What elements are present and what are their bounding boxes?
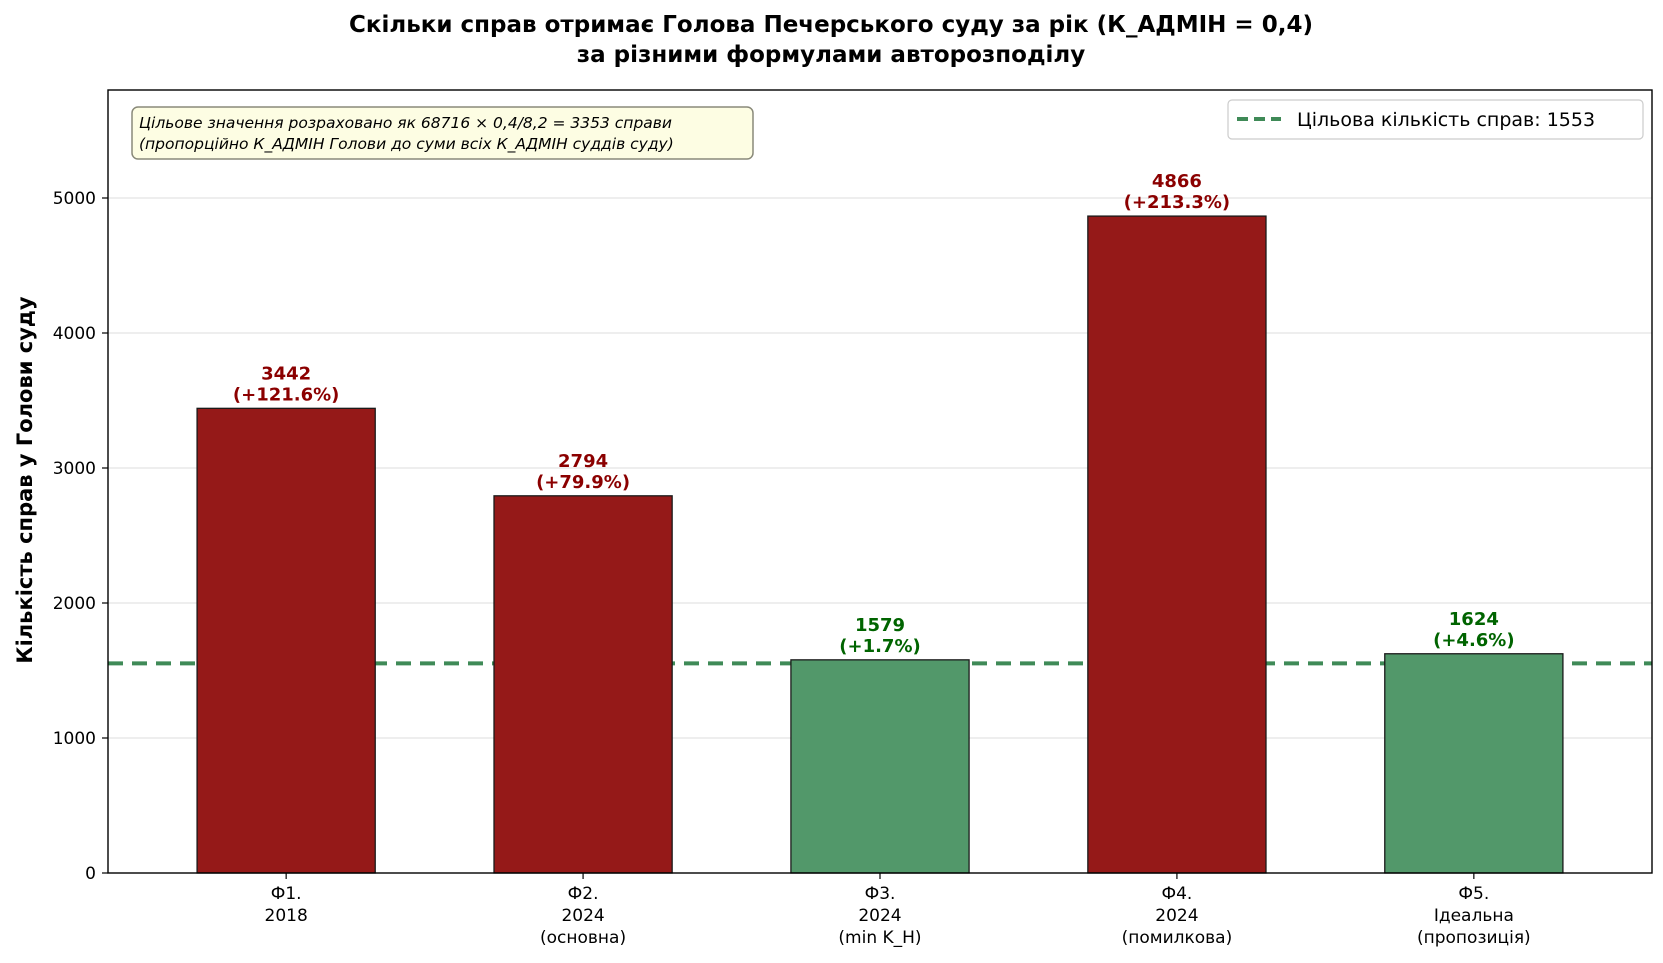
bar-value-label: 1579	[855, 615, 905, 636]
x-tick-label: 2024	[1155, 906, 1198, 926]
y-tick-label: 5000	[53, 189, 96, 209]
x-tick-label: 2018	[265, 906, 308, 926]
x-tick-label: 2024	[561, 906, 604, 926]
bars	[196, 215, 1564, 874]
annotation-line-1: Цільове значення розраховано як 68716 × …	[139, 114, 672, 132]
x-tick-label: Ф5.	[1458, 884, 1489, 904]
y-tick-label: 1000	[53, 729, 96, 749]
bar	[196, 407, 376, 874]
bar	[493, 495, 673, 874]
bar-value-label: 4866	[1152, 171, 1202, 192]
x-tick-label: Ф3.	[865, 884, 896, 904]
chart-title: Скільки справ отримає Голова Печерського…	[349, 12, 1313, 68]
bar-value-label: (+121.6%)	[233, 384, 340, 405]
x-tick-label: (помилкова)	[1122, 928, 1233, 948]
y-axis: 0 1000 2000 3000 4000 5000	[53, 189, 108, 884]
bar-value-label: (+1.7%)	[839, 636, 920, 657]
legend-frame	[1227, 99, 1644, 140]
annotation-box: Цільове значення розраховано як 68716 × …	[131, 106, 754, 160]
x-tick-label: Ф1.	[271, 884, 302, 904]
legend: Цільова кількість справ: 1553	[1227, 99, 1644, 140]
bar-value-labels: 3442(+121.6%) 2794(+79.9%) 1579(+1.7%) 4866…	[233, 171, 1515, 657]
x-tick-label: Ф4.	[1161, 884, 1192, 904]
y-tick-label: 0	[85, 864, 96, 884]
bar	[1087, 215, 1267, 874]
bar-value-label: (+4.6%)	[1433, 630, 1514, 651]
bar	[790, 659, 970, 874]
y-tick-label: 3000	[53, 459, 96, 479]
bar-value-label: 3442	[261, 363, 311, 384]
x-tick-label: 2024	[858, 906, 901, 926]
x-tick-label: (min K_H)	[838, 928, 921, 948]
y-axis-label: Кількість справ у Голови суду	[13, 296, 37, 663]
legend-item-target: Цільова кількість справ: 1553	[1297, 109, 1595, 131]
chart-title-line-1: Скільки справ отримає Голова Печерського…	[349, 12, 1313, 38]
y-tick-label: 2000	[53, 594, 96, 614]
bar-value-label: 2794	[558, 451, 608, 472]
x-tick-label: (основна)	[540, 928, 626, 948]
chart-title-line-2: за різними формулами авторозподілу	[577, 42, 1086, 68]
plot-frame	[107, 89, 1653, 874]
x-tick-label: Ідеальна	[1434, 906, 1514, 926]
bar-value-label: (+213.3%)	[1124, 192, 1231, 213]
x-tick-label: Ф2.	[568, 884, 599, 904]
annotation-background	[131, 106, 754, 160]
y-tick-label: 4000	[53, 324, 96, 344]
annotation-line-2: (пропорційно К_АДМІН Голови до суми всіх…	[139, 135, 674, 154]
bar-value-label: (+79.9%)	[536, 472, 630, 493]
bar	[1384, 653, 1564, 874]
bar-value-label: 1624	[1449, 609, 1499, 630]
x-tick-label: (пропозиція)	[1417, 928, 1531, 948]
